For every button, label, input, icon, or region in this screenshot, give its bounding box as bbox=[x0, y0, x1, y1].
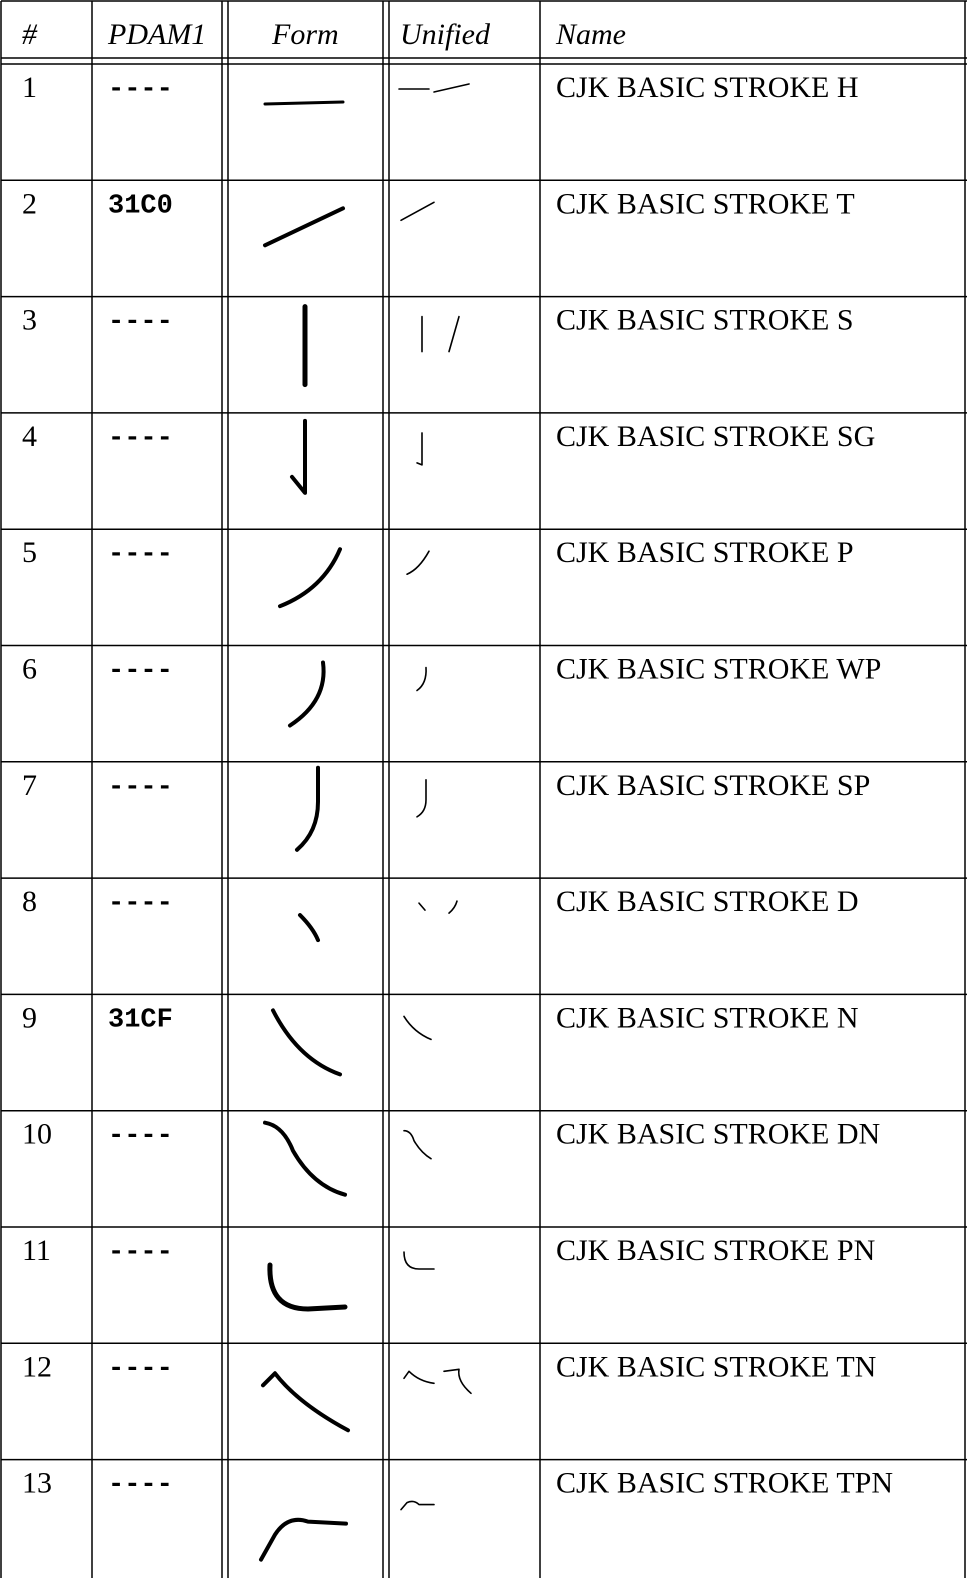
pdam-code: ---- bbox=[108, 1122, 173, 1152]
form-glyph bbox=[295, 765, 320, 852]
pdam-code: ---- bbox=[108, 540, 173, 570]
row-number: 2 bbox=[22, 187, 37, 220]
unified-glyph bbox=[403, 1129, 432, 1160]
pdam-code: ---- bbox=[108, 1238, 173, 1268]
stroke-name: CJK BASIC STROKE PN bbox=[556, 1234, 875, 1267]
stroke-name: CJK BASIC STROKE S bbox=[556, 304, 854, 337]
pdam-code: ---- bbox=[108, 657, 173, 687]
stroke-name: CJK BASIC STROKE SG bbox=[556, 420, 875, 453]
unified-glyph bbox=[421, 315, 460, 353]
unified-glyph bbox=[416, 666, 427, 692]
form-glyph bbox=[263, 100, 345, 106]
form-glyph bbox=[259, 1517, 348, 1562]
form-glyph bbox=[261, 1371, 350, 1433]
row-number: 8 bbox=[22, 885, 37, 918]
pdam-code: ---- bbox=[108, 308, 173, 338]
stroke-name: CJK BASIC STROKE TPN bbox=[556, 1467, 893, 1500]
row-number: 7 bbox=[22, 769, 37, 802]
form-glyph bbox=[271, 1008, 342, 1077]
row-number: 11 bbox=[22, 1234, 51, 1267]
stroke-name: CJK BASIC STROKE DN bbox=[556, 1118, 880, 1151]
row-number: 10 bbox=[22, 1118, 52, 1151]
unified-glyph bbox=[403, 1015, 432, 1041]
unified-glyph bbox=[400, 1500, 435, 1511]
unified-glyph bbox=[403, 1251, 435, 1270]
row-number: 4 bbox=[22, 420, 37, 453]
pdam-code: ---- bbox=[108, 773, 173, 803]
unified-glyph bbox=[416, 432, 423, 466]
row-number: 13 bbox=[22, 1467, 52, 1500]
row-number: 1 bbox=[22, 71, 37, 104]
pdam-code: 31C0 bbox=[108, 191, 173, 221]
stroke-name: CJK BASIC STROKE WP bbox=[556, 653, 881, 686]
form-glyph bbox=[290, 418, 307, 495]
row-number: 5 bbox=[22, 536, 37, 569]
pdam-code: ---- bbox=[108, 75, 173, 105]
column-header: Unified bbox=[400, 18, 491, 51]
pdam-code: ---- bbox=[108, 889, 173, 919]
unified-glyph bbox=[400, 201, 435, 222]
column-header: Name bbox=[555, 18, 626, 51]
row-number: 9 bbox=[22, 1001, 37, 1034]
column-header: # bbox=[22, 18, 38, 51]
stroke-name: CJK BASIC STROKE TN bbox=[556, 1350, 876, 1383]
unified-glyph bbox=[416, 778, 427, 818]
unified-glyph bbox=[403, 1368, 472, 1395]
form-glyph bbox=[263, 1120, 347, 1197]
stroke-name: CJK BASIC STROKE SP bbox=[556, 769, 870, 802]
stroke-name: CJK BASIC STROKE D bbox=[556, 885, 859, 918]
form-glyph bbox=[288, 660, 326, 728]
pdam-code: ---- bbox=[108, 1471, 173, 1501]
row-number: 12 bbox=[22, 1350, 52, 1383]
row-number: 6 bbox=[22, 653, 37, 686]
row-number: 3 bbox=[22, 304, 37, 337]
stroke-name: CJK BASIC STROKE T bbox=[556, 187, 855, 220]
column-header: PDAM1 bbox=[107, 18, 206, 51]
pdam-code: ---- bbox=[108, 1354, 173, 1384]
column-header: Form bbox=[271, 18, 339, 51]
unified-glyph bbox=[398, 83, 470, 93]
form-glyph bbox=[298, 913, 320, 943]
form-glyph bbox=[263, 206, 345, 248]
form-glyph bbox=[278, 547, 342, 609]
pdam-code: 31CF bbox=[108, 1005, 173, 1035]
stroke-name: CJK BASIC STROKE P bbox=[556, 536, 854, 569]
stroke-name: CJK BASIC STROKE H bbox=[556, 71, 859, 104]
unified-glyph bbox=[406, 550, 430, 576]
unified-glyph bbox=[418, 900, 458, 914]
pdam-code: ---- bbox=[108, 424, 173, 454]
form-glyph bbox=[267, 1262, 348, 1312]
stroke-name: CJK BASIC STROKE N bbox=[556, 1001, 859, 1034]
